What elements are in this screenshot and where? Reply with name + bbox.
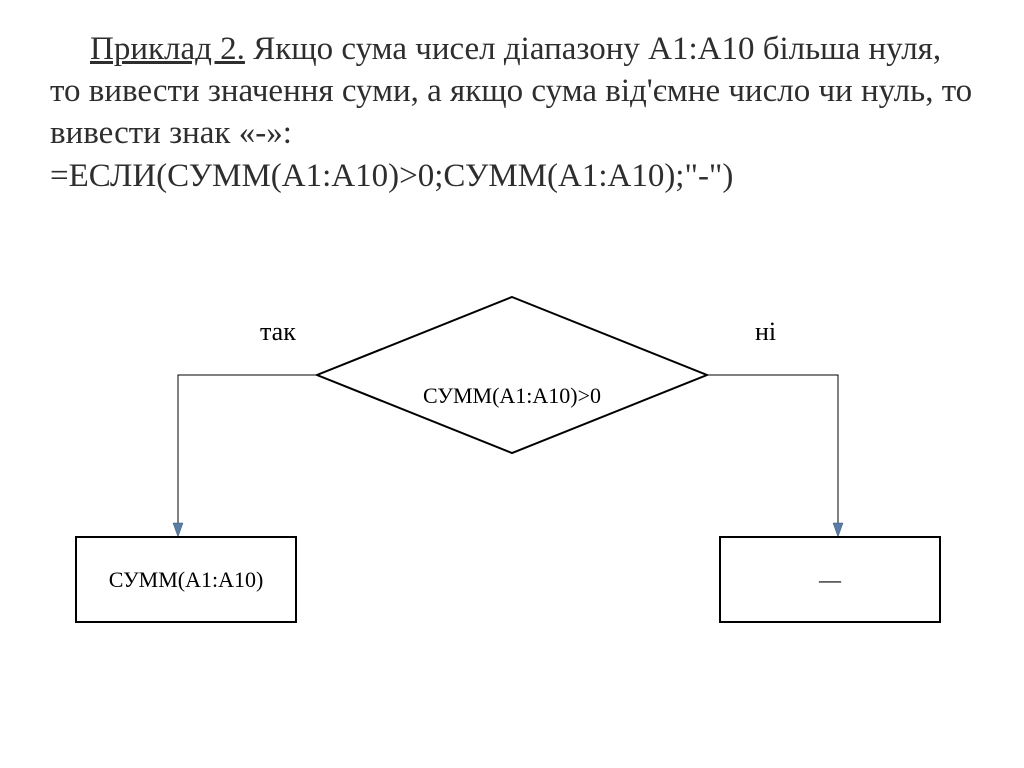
- no-branch-line: [707, 375, 838, 523]
- diamond-label: СУММ(А1:А10)>0: [402, 383, 622, 409]
- yes-label: так: [260, 317, 296, 347]
- no-label: ні: [755, 317, 776, 347]
- slide: Приклад 2. Якщо сума чисел діапазону А1:…: [0, 0, 1024, 768]
- no-box-label: —: [720, 567, 940, 593]
- no-arrowhead: [833, 523, 843, 537]
- yes-arrowhead: [173, 523, 183, 537]
- decision-diamond: [317, 297, 707, 453]
- yes-branch-line: [178, 375, 317, 523]
- yes-box-label: СУММ(А1:А10): [76, 567, 296, 593]
